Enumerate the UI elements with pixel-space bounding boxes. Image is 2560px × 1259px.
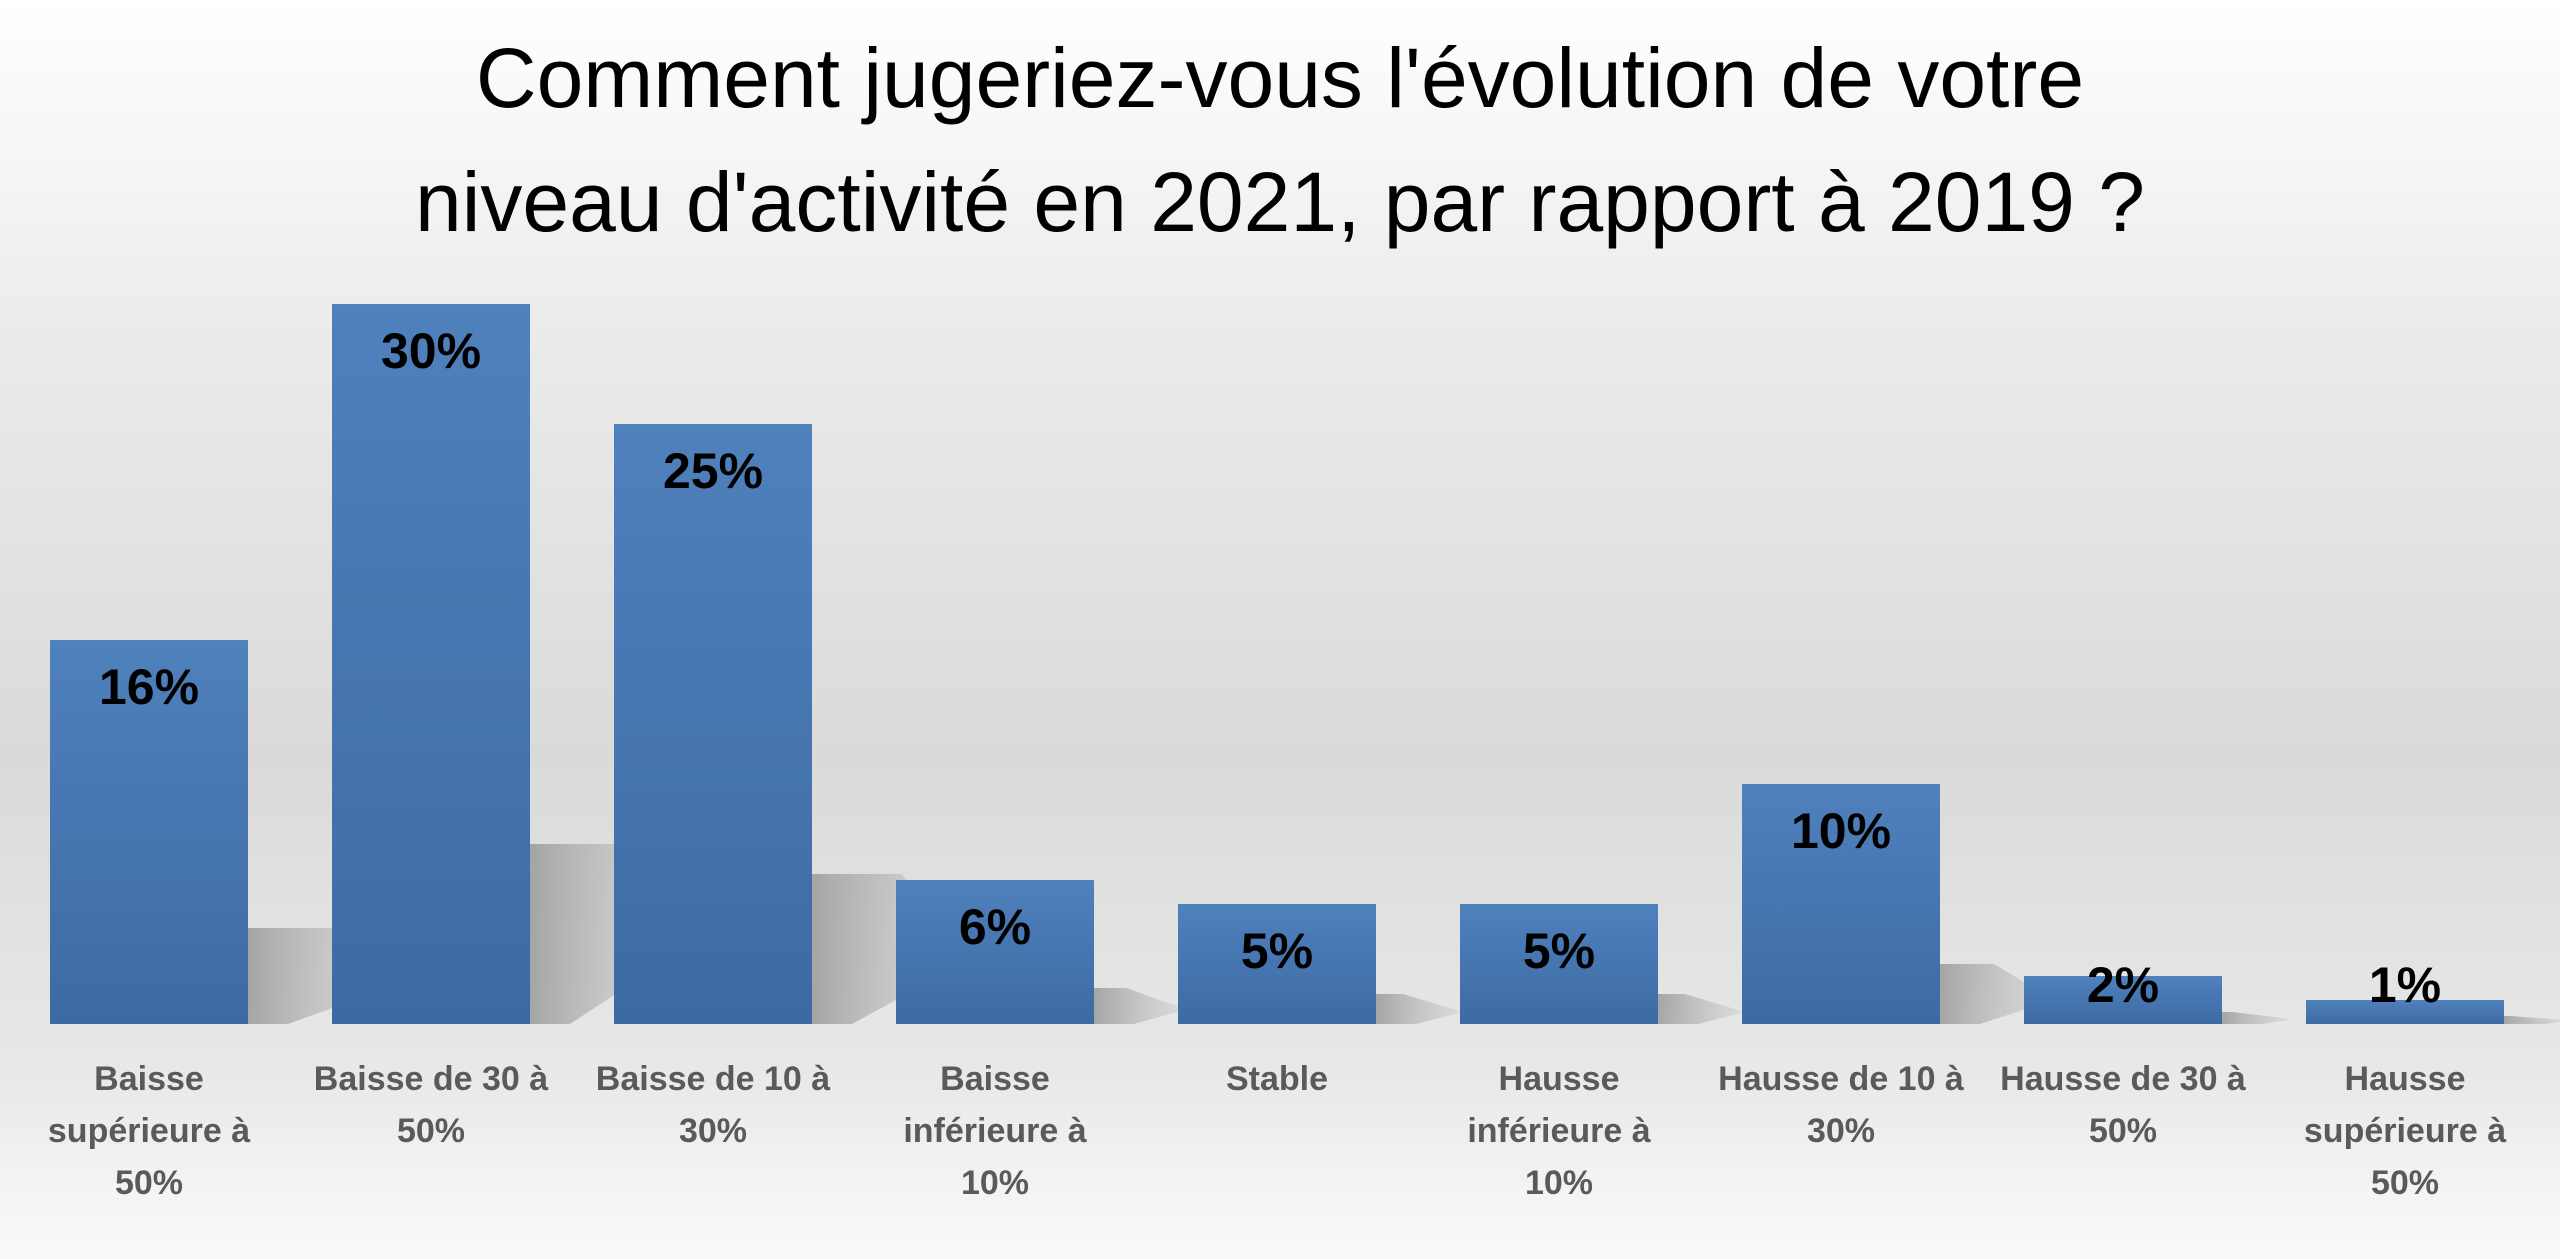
bar-shadow	[1094, 988, 1187, 1024]
category-label-line: inférieure à	[903, 1112, 1086, 1150]
category-label: Baisse inférieure à 10%	[903, 1060, 1086, 1202]
data-label: 1%	[2369, 957, 2441, 1013]
category-label-line: Baisse de 30 à	[314, 1060, 548, 1098]
bar	[50, 640, 248, 1024]
bar	[2306, 1000, 2504, 1024]
category-label-line: 50%	[2089, 1112, 2157, 1150]
category-labels: Baisse supérieure à 50%Baisse de 30 à 50%Ba…	[48, 1060, 2506, 1202]
category-label-line: 50%	[397, 1112, 465, 1150]
category-label-line: 10%	[1525, 1164, 1593, 1202]
bar	[1742, 784, 1940, 1024]
category-label-line: Hausse de 30 à	[2000, 1060, 2246, 1098]
category-label-line: 10%	[961, 1164, 1029, 1202]
bar	[1178, 904, 1376, 1024]
category-label: Stable	[1226, 1060, 1328, 1098]
data-label: 6%	[959, 899, 1031, 955]
data-label: 10%	[1791, 803, 1891, 859]
data-labels: 16% 30% 25% 6% 5% 5% 10% 2% 1%	[99, 323, 2441, 1013]
chart-title-line: Comment jugeriez-vous l'évolution de vot…	[476, 31, 2084, 125]
bar	[332, 304, 530, 1024]
category-label-line: inférieure à	[1467, 1112, 1650, 1150]
data-label: 25%	[663, 443, 763, 499]
bar-shadow	[2504, 1016, 2560, 1024]
bar	[1460, 904, 1658, 1024]
chart-title: Comment jugeriez-vous l'évolution de vot…	[415, 31, 2145, 249]
category-label-line: Hausse	[2345, 1060, 2466, 1098]
data-label: 5%	[1241, 923, 1313, 979]
category-label-line: Hausse de 10 à	[1718, 1060, 1964, 1098]
category-label-line: Stable	[1226, 1060, 1328, 1098]
category-label-line: Baisse	[940, 1060, 1050, 1098]
bar	[614, 424, 812, 1024]
category-label-line: supérieure à	[48, 1112, 250, 1150]
bar	[896, 880, 1094, 1024]
category-label-line: Hausse	[1499, 1060, 1620, 1098]
category-label: Baisse de 10 à 30%	[596, 1060, 830, 1150]
data-label: 16%	[99, 659, 199, 715]
category-label: Hausse de 10 à 30%	[1718, 1060, 1964, 1150]
category-label: Hausse inférieure à 10%	[1467, 1060, 1650, 1202]
bars	[50, 304, 2504, 1024]
category-label: Hausse de 30 à 50%	[2000, 1060, 2246, 1150]
category-label: Baisse supérieure à 50%	[48, 1060, 250, 1202]
data-label: 2%	[2087, 957, 2159, 1013]
category-label-line: Baisse	[94, 1060, 204, 1098]
bar-shadow	[1658, 994, 1745, 1024]
chart-title-line: niveau d'activité en 2021, par rapport à…	[415, 155, 2145, 249]
category-label-line: Baisse de 10 à	[596, 1060, 830, 1098]
data-label: 5%	[1523, 923, 1595, 979]
category-label-line: 30%	[679, 1112, 747, 1150]
bar-shadow	[2222, 1012, 2293, 1024]
data-label: 30%	[381, 323, 481, 379]
category-label: Hausse supérieure à 50%	[2304, 1060, 2506, 1202]
category-label-line: 50%	[115, 1164, 183, 1202]
category-label-line: 50%	[2371, 1164, 2439, 1202]
category-label: Baisse de 30 à 50%	[314, 1060, 548, 1150]
bar	[2024, 976, 2222, 1024]
category-label-line: 30%	[1807, 1112, 1875, 1150]
category-label-line: supérieure à	[2304, 1112, 2506, 1150]
bar-shadow	[1376, 994, 1463, 1024]
